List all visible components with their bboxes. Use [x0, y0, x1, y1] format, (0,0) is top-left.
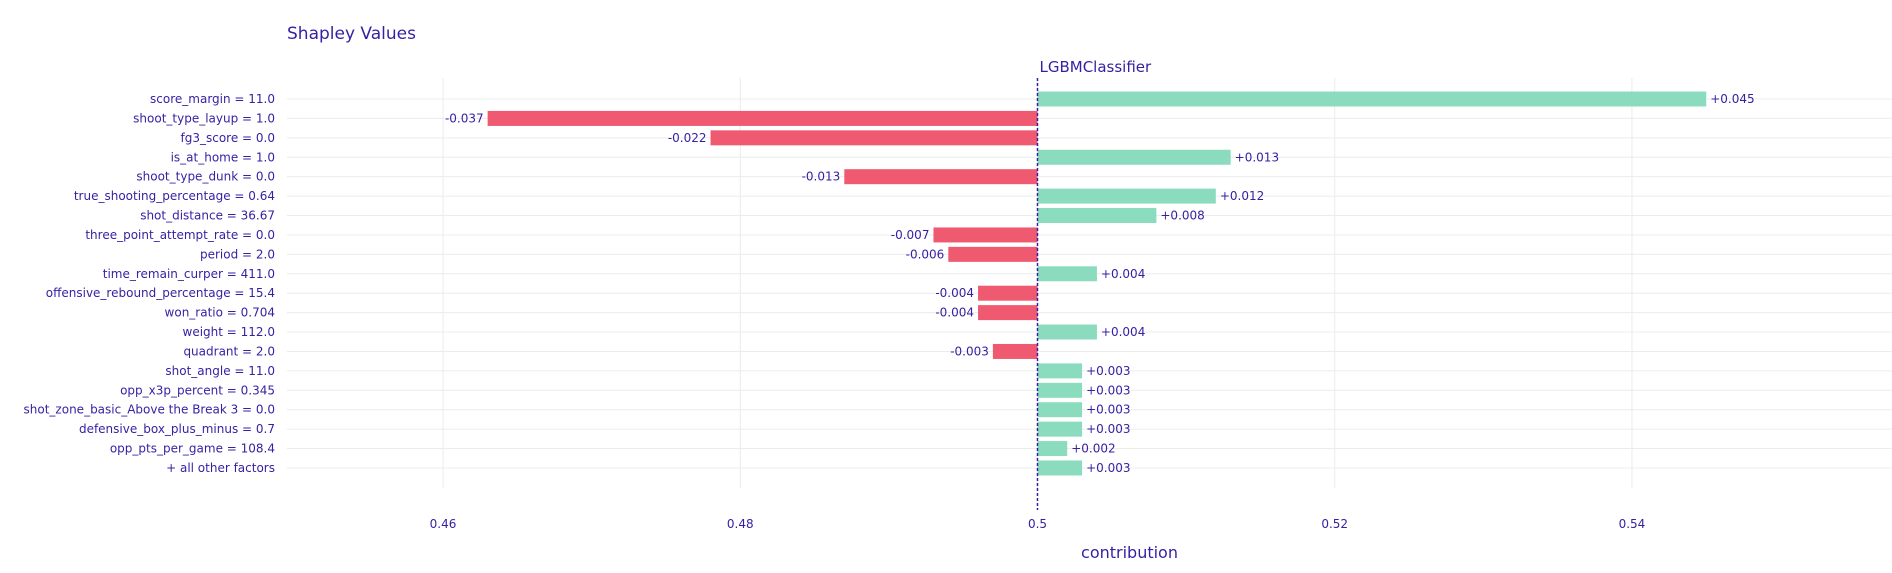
- bar-value-label: +0.003: [1086, 383, 1130, 397]
- chart-subtitle: LGBMClassifier: [1039, 58, 1152, 76]
- y-axis-label: score_margin = 11.0: [150, 92, 275, 106]
- y-axis-label: is_at_home = 1.0: [171, 150, 275, 164]
- x-axis-title: contribution: [1081, 543, 1178, 562]
- bar: [992, 343, 1038, 359]
- value-labels: +0.045 -0.037 -0.022 +0.013 -0.013 +0.012 +0.0…: [445, 92, 1755, 475]
- bar: [1037, 382, 1083, 398]
- bar: [844, 169, 1038, 185]
- bar: [1037, 266, 1097, 282]
- bar: [1037, 324, 1097, 340]
- bar-value-label: -0.006: [906, 247, 945, 261]
- bar: [978, 285, 1038, 301]
- bar: [1037, 363, 1083, 379]
- bar-value-label: +0.002: [1071, 442, 1115, 456]
- y-axis-label: time_remain_curper = 411.0: [103, 267, 275, 281]
- bar: [948, 246, 1038, 262]
- y-axis-label: shot_distance = 36.67: [140, 209, 275, 223]
- bars: [487, 91, 1707, 476]
- bar-value-label: +0.003: [1086, 403, 1130, 417]
- bar: [710, 130, 1038, 146]
- y-axis-label: defensive_box_plus_minus = 0.7: [79, 422, 275, 436]
- y-axis-label: three_point_attempt_rate = 0.0: [85, 228, 275, 242]
- bar-value-label: -0.037: [445, 111, 484, 125]
- bar: [1037, 188, 1216, 204]
- bar-value-label: -0.013: [802, 170, 841, 184]
- y-axis-label: shoot_type_layup = 1.0: [133, 111, 275, 125]
- bar-value-label: +0.003: [1086, 422, 1130, 436]
- bar-value-label: +0.045: [1710, 92, 1754, 106]
- bar-value-label: +0.008: [1160, 209, 1204, 223]
- y-axis-label: weight = 112.0: [183, 325, 276, 339]
- y-axis-label: shot_angle = 11.0: [165, 364, 275, 378]
- bar-value-label: -0.003: [950, 344, 989, 358]
- y-axis-label: offensive_rebound_percentage = 15.4: [46, 286, 275, 300]
- bar: [1037, 149, 1231, 165]
- y-axis-label: won_ratio = 0.704: [165, 306, 275, 320]
- x-tick-label: 0.52: [1321, 517, 1348, 531]
- y-axis-label: shoot_type_dunk = 0.0: [136, 170, 275, 184]
- bar-value-label: +0.003: [1086, 461, 1130, 475]
- bar: [1037, 460, 1083, 476]
- bar: [1037, 208, 1157, 224]
- bar-value-label: -0.004: [935, 306, 974, 320]
- bar-value-label: +0.003: [1086, 364, 1130, 378]
- x-tick-label: 0.5: [1028, 517, 1047, 531]
- chart-title: Shapley Values: [287, 24, 416, 44]
- bar-value-label: -0.004: [935, 286, 974, 300]
- y-axis-label: true_shooting_percentage = 0.64: [74, 189, 275, 203]
- bar: [487, 110, 1038, 126]
- bar-value-label: -0.007: [891, 228, 930, 242]
- bar: [978, 305, 1038, 321]
- bar: [1037, 441, 1068, 457]
- y-axis-label: opp_x3p_percent = 0.345: [120, 383, 275, 397]
- y-axis-label: + all other factors: [166, 461, 275, 475]
- bar: [1037, 91, 1707, 107]
- bar: [933, 227, 1038, 243]
- bar-value-label: +0.004: [1101, 267, 1145, 281]
- y-axis-label: period = 2.0: [200, 247, 275, 261]
- y-axis-label: quadrant = 2.0: [183, 344, 275, 358]
- x-axis-ticks: 0.46 0.48 0.5 0.52 0.54: [430, 517, 1646, 531]
- y-axis-label: fg3_score = 0.0: [181, 131, 276, 145]
- bar-value-label: +0.013: [1235, 150, 1279, 164]
- bar: [1037, 402, 1083, 418]
- bar-value-label: -0.022: [668, 131, 707, 145]
- y-axis-label: shot_zone_basic_Above the Break 3 = 0.0: [24, 403, 275, 417]
- y-axis-labels: score_margin = 11.0 shoot_type_layup = 1.…: [24, 92, 275, 475]
- bar: [1037, 421, 1083, 437]
- x-tick-label: 0.54: [1619, 517, 1646, 531]
- bar-value-label: +0.004: [1101, 325, 1145, 339]
- x-tick-label: 0.46: [430, 517, 457, 531]
- bar-value-label: +0.012: [1220, 189, 1264, 203]
- y-axis-label: opp_pts_per_game = 108.4: [110, 442, 275, 456]
- x-tick-label: 0.48: [727, 517, 754, 531]
